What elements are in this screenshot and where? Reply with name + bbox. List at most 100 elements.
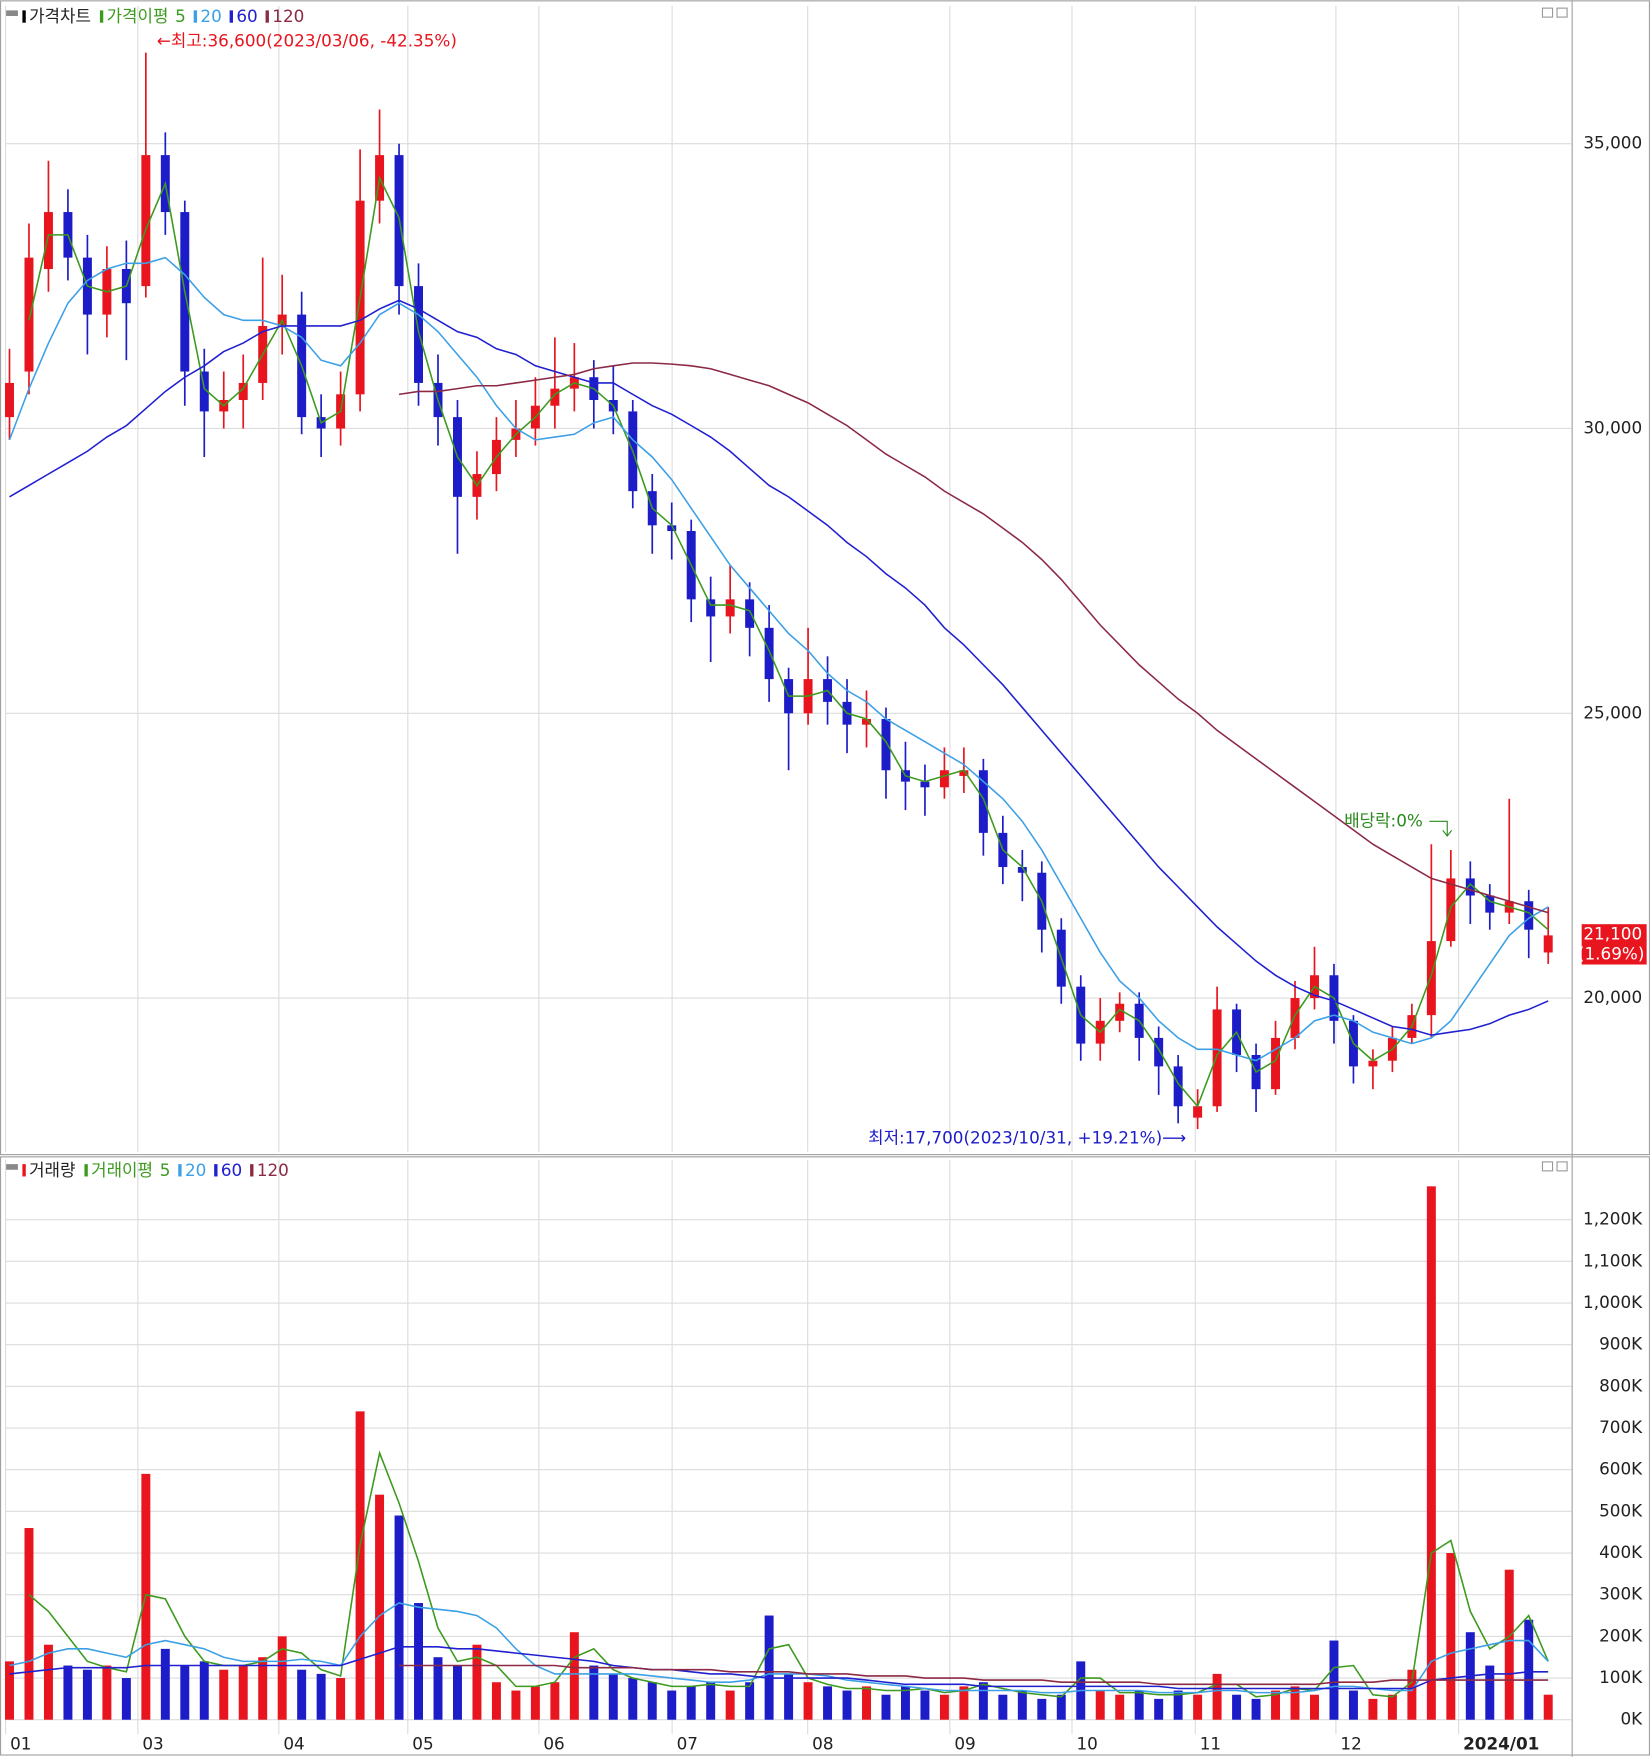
candle-body	[24, 257, 34, 372]
volume-bar	[1056, 1694, 1066, 1720]
volume-bar	[978, 1682, 988, 1720]
candle-body	[43, 212, 53, 270]
volume-bar	[998, 1694, 1008, 1720]
last-price-box	[1581, 924, 1647, 965]
y-tick-label: 900K	[1599, 1334, 1643, 1354]
candle-body	[199, 371, 209, 412]
candle-body	[550, 388, 560, 406]
volume-bar	[1543, 1694, 1553, 1720]
x-tick-label: 03	[142, 1733, 163, 1753]
volume-bar	[1115, 1694, 1125, 1720]
y-tick-label: 1,100K	[1583, 1250, 1643, 1270]
candle-body	[238, 382, 248, 401]
high-annotation: ←최고:36,600(2023/03/06, -42.35%)	[157, 31, 457, 51]
x-tick-label: 08	[812, 1733, 833, 1753]
volume-bar	[511, 1690, 521, 1720]
legend-swatch	[214, 1164, 218, 1177]
volume-bar	[1387, 1694, 1397, 1720]
legend-swatch	[265, 10, 269, 23]
candle-body	[1271, 1037, 1281, 1090]
volume-bar	[1485, 1665, 1495, 1720]
x-tick-label: 06	[543, 1733, 564, 1753]
volume-panel	[0, 1156, 1650, 1756]
candle-body	[1212, 1009, 1222, 1107]
volume-bar	[375, 1494, 385, 1720]
panel-button[interactable]	[1556, 1161, 1568, 1172]
volume-bar	[472, 1644, 482, 1720]
legend-label: 거래량	[29, 1160, 75, 1180]
volume-bar	[316, 1673, 326, 1720]
volume-bar	[745, 1682, 755, 1720]
legend-label: 60	[236, 6, 257, 26]
legend-swatch	[250, 1164, 254, 1177]
volume-bar	[920, 1690, 930, 1720]
volume-bar	[1017, 1690, 1027, 1720]
volume-bar	[1134, 1690, 1144, 1720]
x-tick-label: 01	[10, 1733, 31, 1753]
ma-line	[8, 256, 1549, 1062]
volume-bar	[706, 1682, 716, 1720]
panel-button[interactable]	[1541, 7, 1554, 18]
last-price-label: 21,100	[1583, 923, 1642, 943]
volume-bar	[1212, 1673, 1222, 1720]
panel-icon	[5, 10, 18, 16]
ma-line	[9, 1646, 1549, 1690]
candle-body	[5, 382, 14, 418]
volume-bar	[63, 1665, 73, 1720]
volume-bar	[199, 1661, 209, 1720]
candle-body	[1154, 1037, 1164, 1067]
candle-body	[1017, 867, 1027, 873]
low-annotation: 최저:17,700(2023/10/31, +19.21%)⟶	[868, 1127, 1186, 1147]
volume-bar	[297, 1669, 307, 1720]
panel-button[interactable]	[1541, 1161, 1554, 1172]
candle-body	[706, 599, 716, 617]
volume-bar	[1348, 1690, 1358, 1720]
y-tick-label: 0K	[1620, 1709, 1643, 1729]
volume-bar	[491, 1682, 501, 1720]
panel-button[interactable]	[1556, 7, 1568, 18]
volume-bar	[1310, 1694, 1319, 1720]
volume-bar	[238, 1665, 248, 1720]
dividend-arrow	[1429, 820, 1453, 837]
volume-bar	[823, 1686, 833, 1720]
volume-bar	[414, 1603, 424, 1720]
candle-body	[1115, 1003, 1125, 1021]
volume-bar	[1232, 1694, 1242, 1720]
legend-swatch	[99, 10, 104, 23]
x-tick-label: 10	[1076, 1733, 1097, 1753]
volume-bar	[608, 1673, 618, 1720]
x-tick-label: 05	[412, 1733, 433, 1753]
y-tick-label: 800K	[1599, 1375, 1643, 1395]
x-tick-label: 11	[1200, 1733, 1221, 1753]
candle-body	[745, 599, 755, 628]
legend-label: 5	[160, 1160, 171, 1180]
legend-label: 20	[200, 6, 221, 26]
legend-label: 20	[185, 1160, 206, 1180]
y-tick-label: 500K	[1599, 1500, 1643, 1520]
volume-bar	[1251, 1698, 1261, 1720]
ma-line	[398, 362, 1549, 914]
candle-body	[862, 718, 871, 725]
volume-bar	[628, 1678, 638, 1720]
volume-bar	[939, 1694, 949, 1720]
candle-body	[1543, 935, 1553, 953]
legend-label: 5	[175, 6, 186, 26]
legend-swatch	[229, 10, 233, 23]
last-change-label: (1.69%)	[1578, 943, 1644, 963]
volume-bar	[550, 1682, 560, 1720]
volume-bar	[686, 1686, 696, 1720]
ma-line	[28, 175, 1549, 1108]
y-tick-label: 400K	[1599, 1542, 1643, 1562]
volume-bar	[862, 1686, 871, 1720]
y-tick-label: 35,000	[1583, 133, 1642, 153]
candle-body	[959, 770, 969, 776]
grid	[5, 5, 1572, 1735]
volume-bar	[1524, 1619, 1534, 1720]
volume-bar	[569, 1632, 579, 1720]
legend-label: 120	[257, 1160, 289, 1180]
y-tick-label: 30,000	[1583, 417, 1642, 437]
volume-bar	[764, 1615, 774, 1720]
candle-body	[881, 718, 891, 771]
y-tick-label: 200K	[1599, 1625, 1643, 1645]
